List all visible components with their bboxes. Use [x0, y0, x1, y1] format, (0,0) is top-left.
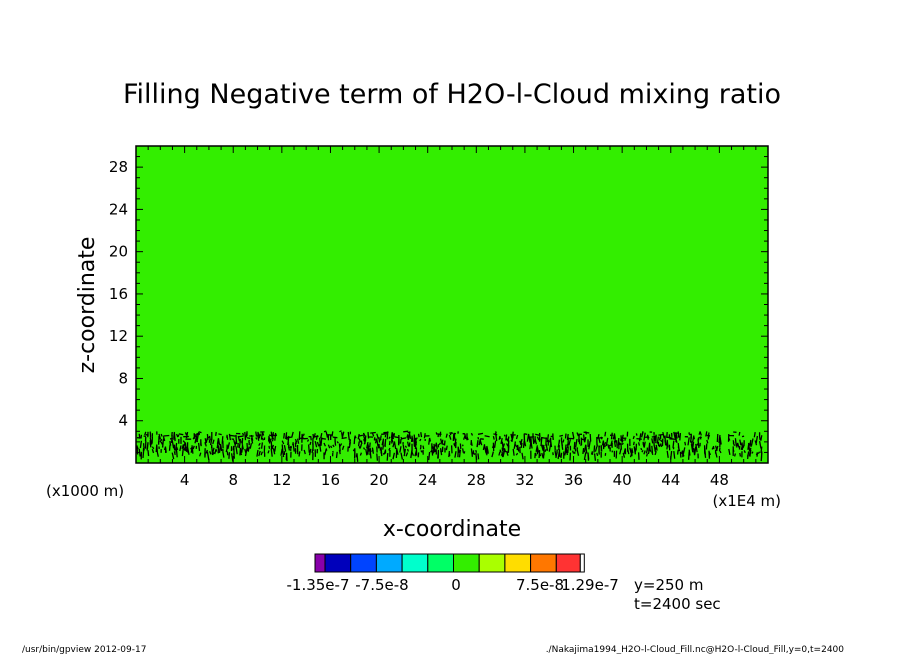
- colorbar: [314, 553, 585, 573]
- x-tick-label: 40: [613, 471, 632, 489]
- x-tick-label: 20: [370, 471, 389, 489]
- footer-right: ./Nakajima1994_H2O-l-Cloud_Fill.nc@H2O-l…: [546, 645, 845, 654]
- colorbar-label: 7.5e-8: [516, 576, 564, 594]
- colorbar-cell: [324, 553, 352, 573]
- colorbar-cell: [478, 553, 506, 573]
- colorbar-label: 1.29e-7: [561, 576, 619, 594]
- x-axis-label: x-coordinate: [383, 517, 521, 542]
- annotation-t: t=2400 sec: [634, 595, 721, 613]
- colorbar-cell: [375, 553, 403, 573]
- colorbar-cell: [350, 553, 377, 573]
- colorbar-cell: [453, 553, 480, 573]
- x-tick-label: 12: [272, 471, 291, 489]
- colorbar-cell: [504, 553, 532, 573]
- colorbar-label: 0: [451, 576, 461, 594]
- x-tick-label: 44: [661, 471, 680, 489]
- y-tick-label: 8: [118, 369, 128, 387]
- contour-lines: [136, 430, 763, 462]
- footer-left: /usr/bin/gpview 2012-09-17: [22, 645, 146, 654]
- y-tick-label: 12: [109, 327, 128, 345]
- colorbar-cell: [530, 553, 557, 573]
- x-tick-label: 4: [180, 471, 190, 489]
- x-tick-label: 48: [710, 471, 729, 489]
- x-tick-label: 24: [418, 471, 437, 489]
- colorbar-labels: -1.35e-7 -7.5e-8 0 7.5e-81.29e-7: [287, 576, 619, 594]
- colorbar-cell: [314, 553, 326, 573]
- y-tick-label: 28: [109, 158, 128, 176]
- plot-background: [136, 146, 768, 463]
- x-tick-label: 8: [228, 471, 238, 489]
- x-unit-left: (x1000 m): [46, 482, 124, 500]
- x-tick-label: 28: [467, 471, 486, 489]
- x-unit-right: (x1E4 m): [712, 492, 781, 510]
- colorbar-cell: [427, 553, 454, 573]
- colorbar-label: -1.35e-7: [287, 576, 350, 594]
- y-tick-label: 4: [118, 412, 128, 430]
- colorbar-label: -7.5e-8: [355, 576, 408, 594]
- x-tick-label: 16: [321, 471, 340, 489]
- colorbar-cap: [579, 553, 585, 573]
- annotation-y: y=250 m: [634, 576, 703, 594]
- colorbar-cell: [555, 553, 581, 573]
- chart-title: Filling Negative term of H2O-l-Cloud mix…: [123, 79, 781, 110]
- contour-line: [136, 430, 763, 462]
- y-tick-label: 24: [109, 200, 128, 218]
- x-tick-label: 36: [564, 471, 583, 489]
- x-tick-label: 32: [515, 471, 534, 489]
- x-tick-labels: 4 8 12 16 20 24 28 32 36 40 44 48: [180, 471, 729, 489]
- y-axis-label: z-coordinate: [75, 237, 100, 374]
- axis-ticks: [136, 146, 768, 463]
- y-tick-label: 20: [109, 243, 128, 261]
- y-tick-label: 16: [109, 285, 128, 303]
- y-tick-labels: 4 8 12 16 20 24 28: [109, 158, 128, 430]
- colorbar-cell: [401, 553, 429, 573]
